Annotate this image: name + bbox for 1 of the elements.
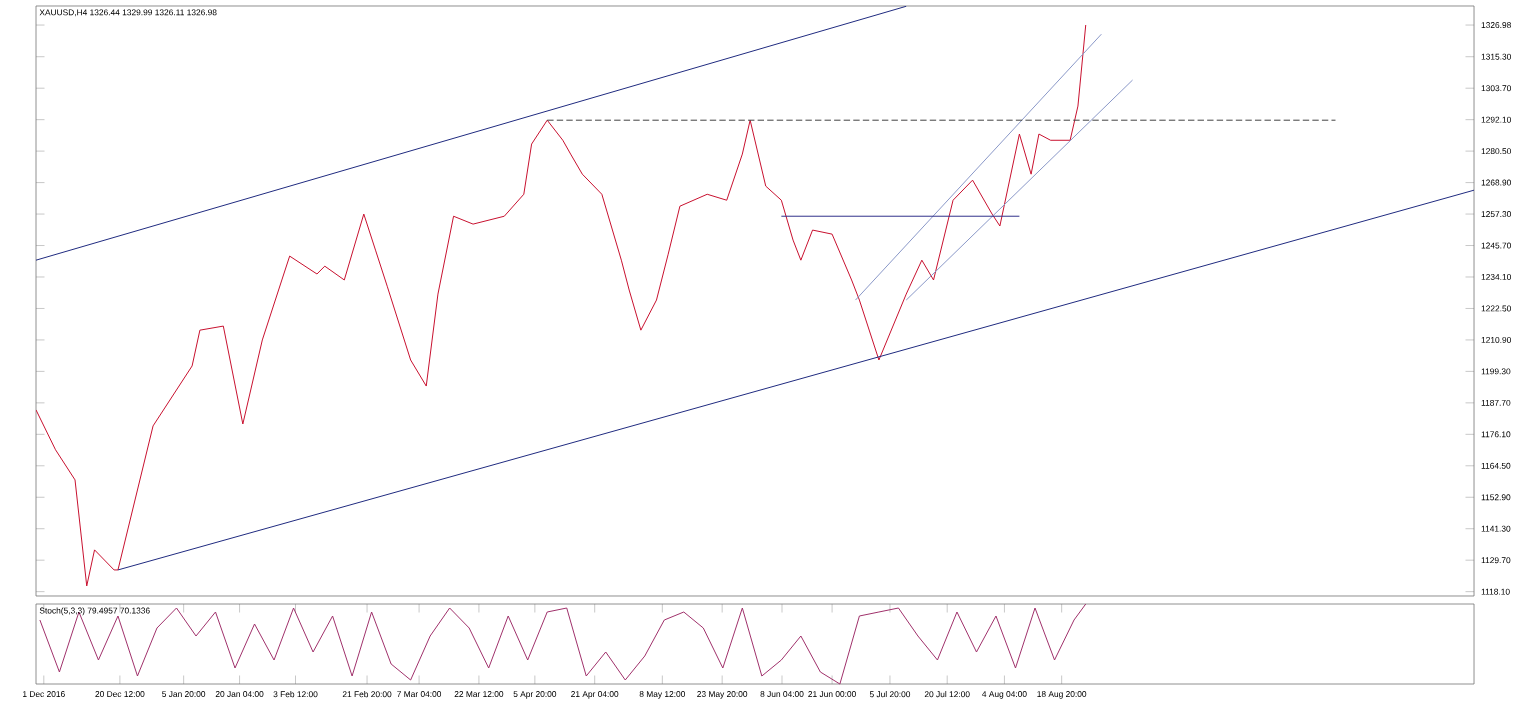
line-series: [36, 24, 1087, 587]
